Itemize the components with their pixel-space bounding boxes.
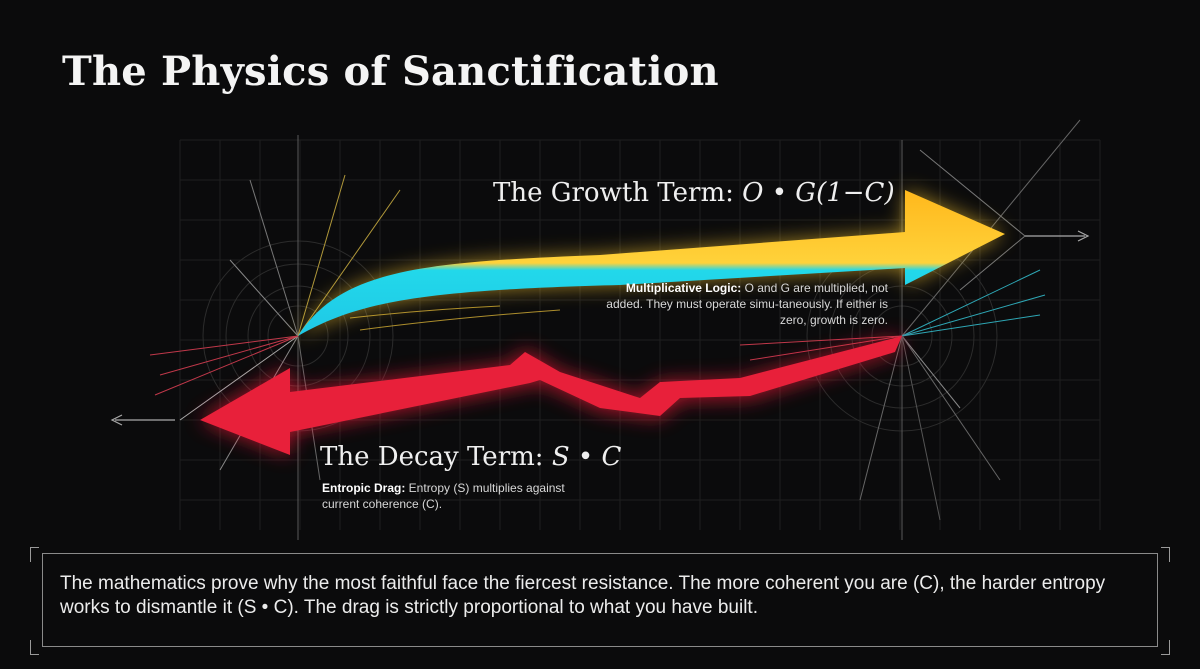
guide-arrows (110, 230, 1090, 426)
decay-term-prefix: The Decay Term: (320, 442, 552, 472)
growth-note: Multiplicative Logic: O and G are multip… (600, 280, 888, 328)
growth-formula: O • G(1−C) (742, 178, 895, 208)
growth-note-heading: Multiplicative Logic: (625, 281, 742, 295)
decay-note: Entropic Drag: Entropy (S) multiplies ag… (322, 480, 582, 512)
growth-term-prefix: The Growth Term: (493, 178, 743, 208)
corner-bracket (30, 640, 39, 655)
decay-note-text: Entropy (S) multiplies against current c… (322, 481, 565, 511)
corner-bracket (1161, 640, 1170, 655)
corner-bracket (30, 547, 39, 562)
growth-note-text: O and G are multiplied, not added. They … (606, 281, 888, 327)
decay-term-label: The Decay Term: S • C (320, 442, 621, 472)
summary-frame (42, 553, 1158, 647)
decay-formula: S • C (551, 442, 622, 472)
growth-arrow (298, 190, 1005, 336)
summary-box: The mathematics prove why the most faith… (30, 547, 1170, 655)
growth-term-label: The Growth Term: O • G(1−C) (493, 178, 895, 208)
decay-note-heading: Entropic Drag: (322, 481, 406, 495)
decay-arrow (200, 336, 902, 455)
page-title: The Physics of Sanctification (62, 48, 719, 95)
corner-bracket (1161, 547, 1170, 562)
summary-text: The mathematics prove why the most faith… (60, 573, 1106, 618)
